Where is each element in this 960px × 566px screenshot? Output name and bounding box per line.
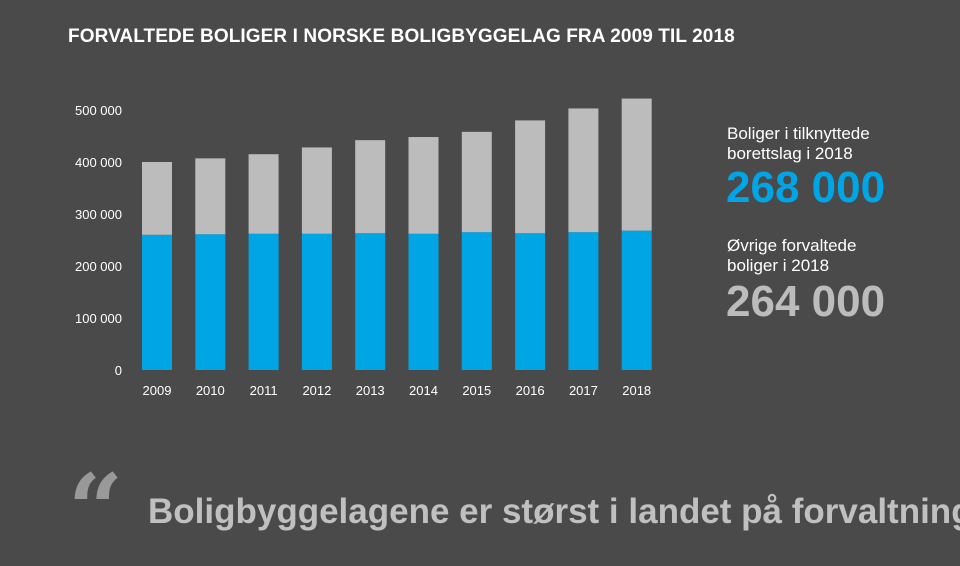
bar-segment-ovrige — [248, 154, 279, 234]
x-tick-label: 2010 — [196, 383, 225, 398]
bar-segment-borettslag — [568, 232, 599, 370]
y-tick-label: 500 000 — [75, 103, 122, 118]
bar-segment-borettslag — [515, 233, 546, 370]
x-tick-label: 2011 — [250, 383, 278, 398]
bar-segment-borettslag — [142, 234, 172, 370]
bar-segment-ovrige — [142, 162, 172, 235]
bar-segment-ovrige — [301, 147, 332, 234]
y-tick-label: 0 — [115, 363, 122, 378]
bar-segment-ovrige — [621, 98, 652, 231]
x-tick-label: 2012 — [302, 383, 331, 398]
y-tick-label: 200 000 — [75, 259, 122, 274]
stat-label-borettslag: Boliger i tilknyttede borettslag i 2018 — [727, 124, 870, 163]
chart-title: FORVALTEDE BOLIGER I NORSKE BOLIGBYGGELA… — [68, 26, 735, 47]
bar-segment-borettslag — [408, 233, 439, 370]
x-tick-label: 2009 — [143, 383, 172, 398]
x-tick-label: 2017 — [569, 383, 598, 398]
x-tick-label: 2013 — [356, 383, 385, 398]
bar-segment-borettslag — [621, 230, 652, 370]
bar-segment-borettslag — [461, 232, 492, 370]
y-tick-label: 300 000 — [75, 207, 122, 222]
x-tick-label: 2015 — [462, 383, 491, 398]
quote-text: Boligbyggelagene er størst i landet på f… — [148, 492, 960, 531]
bar-segment-borettslag — [301, 233, 332, 370]
stat-value-borettslag: 268 000 — [726, 163, 886, 212]
quote-mark-icon: “ — [68, 453, 124, 566]
bar-segment-ovrige — [568, 108, 599, 233]
x-tick-label: 2014 — [409, 383, 438, 398]
x-tick-label: 2018 — [622, 383, 651, 398]
stat-value-ovrige: 264 000 — [726, 277, 886, 326]
bar-segment-ovrige — [461, 131, 492, 233]
y-tick-label: 100 000 — [75, 311, 122, 326]
bar-segment-ovrige — [408, 137, 439, 234]
stat-label-ovrige: Øvrige forvaltede boliger i 2018 — [727, 236, 857, 275]
y-tick-label: 400 000 — [75, 155, 122, 170]
bar-segment-ovrige — [515, 120, 546, 234]
x-tick-label: 2016 — [516, 383, 545, 398]
bar-segment-ovrige — [355, 140, 386, 234]
bar-segment-borettslag — [355, 233, 386, 370]
bar-segment-ovrige — [195, 158, 226, 235]
bar-segment-borettslag — [248, 233, 279, 370]
bar-segment-borettslag — [195, 234, 226, 370]
stacked-bar-chart: 0 100 000 200 000 300 000 400 000 500 000 2009… — [75, 98, 652, 398]
